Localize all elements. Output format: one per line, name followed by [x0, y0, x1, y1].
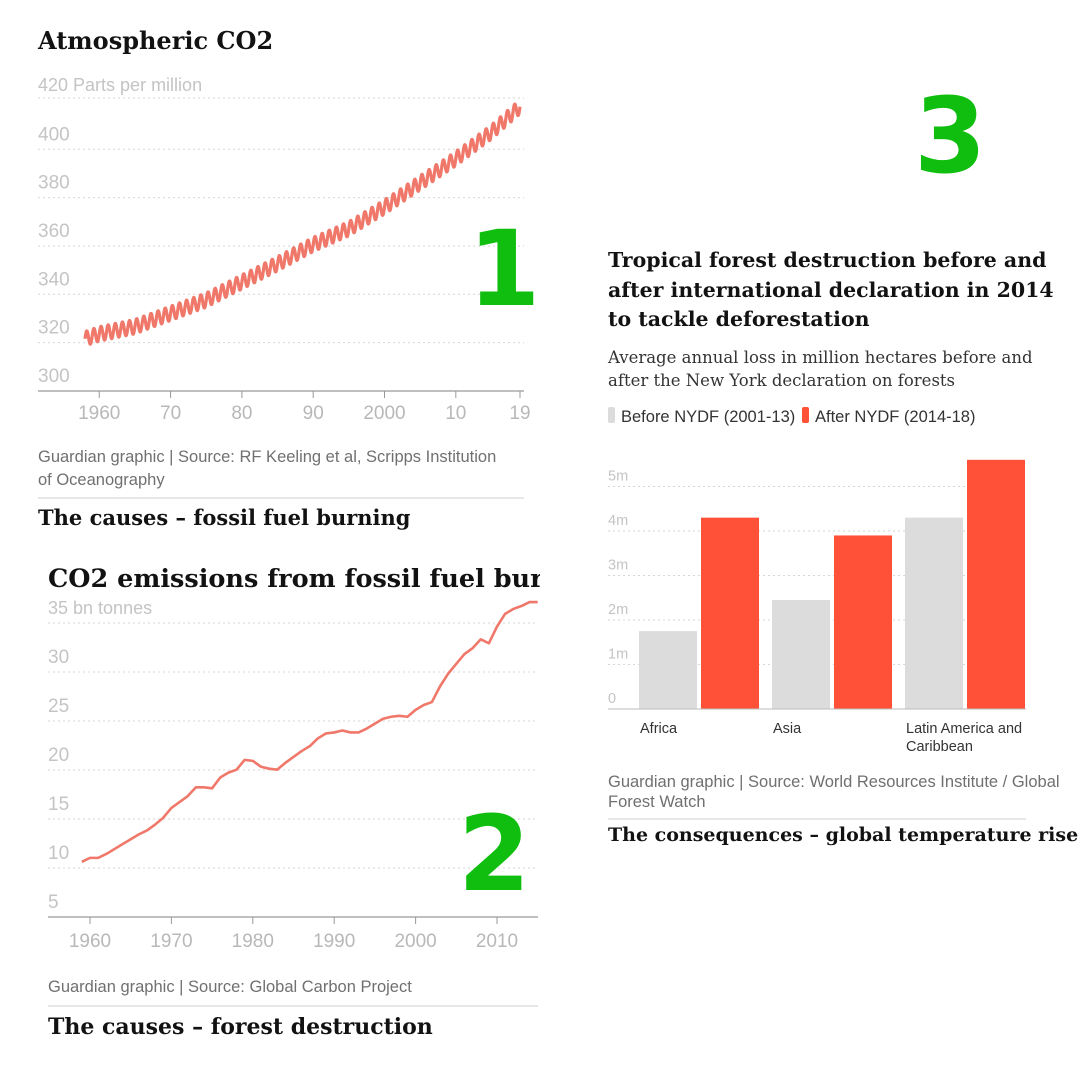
chart3-category-label: Latin America and	[906, 721, 1022, 737]
chart2-x-tick-label: 1960	[69, 931, 111, 952]
chart3-y-tick-label: 0	[608, 691, 616, 707]
chart-tropical-forest: Tropical forest destruction before and a…	[607, 248, 1078, 846]
chart1-gridlines	[38, 97, 524, 392]
chart3-y-tick-label: 5m	[608, 469, 628, 485]
chart2-title: CO2 emissions from fossil fuel burning	[48, 564, 608, 594]
chart3-bar-after-asia	[834, 535, 892, 709]
chart1-source-line1: Guardian graphic | Source: RF Keeling et…	[38, 448, 496, 466]
chart1-x-tick-label: 19	[509, 403, 530, 424]
chart1-y-tick-label: 300	[38, 366, 70, 387]
chart2-gridlines	[48, 622, 538, 869]
chart1-footer-caption: The causes – fossil fuel burning	[38, 505, 411, 530]
chart3-category-label: Caribbean	[906, 739, 973, 755]
chart3-title-line2: after international declaration in 2014	[608, 278, 1054, 302]
chart1-x-tick-label: 2000	[363, 403, 405, 424]
chart2-x-tick-label: 1990	[313, 931, 355, 952]
chart3-source-line1: Guardian graphic | Source: World Resourc…	[608, 773, 1060, 791]
chart3-category-label: Africa	[640, 721, 678, 737]
chart3-bars	[639, 459, 1025, 709]
chart1-x-tick-label: 1960	[78, 403, 120, 424]
chart3-legend-label-before: Before NYDF (2001-13)	[621, 408, 795, 426]
chart2-y-tick-label: 30	[48, 647, 69, 668]
chart1-x-tick-label: 80	[231, 403, 252, 424]
chart2-footer-caption: The causes – forest destruction	[48, 1014, 433, 1040]
panel-number-1: 1	[468, 208, 540, 330]
chart3-legend-swatch-before	[608, 407, 615, 423]
chart3-subtitle-line2: after the New York declaration on forest…	[608, 371, 955, 390]
chart2-y-tick-label: 25	[48, 696, 69, 717]
chart3-y-tick-label: 3m	[608, 558, 628, 574]
chart1-x-tick-label: 70	[160, 403, 181, 424]
chart1-source-line2: of Oceanography	[38, 471, 165, 489]
chart3-legend-swatch-after	[802, 407, 809, 423]
chart3-bar-after-africa	[701, 517, 759, 709]
chart2-x-tick-label: 2000	[394, 931, 436, 952]
chart3-title-line1: Tropical forest destruction before and	[608, 248, 1046, 272]
chart1-title: Atmospheric CO2	[37, 26, 273, 55]
chart3-legend-label-after: After NYDF (2014-18)	[815, 408, 975, 426]
chart2-y-tick-label: 20	[48, 745, 69, 766]
chart3-bar-before-africa	[639, 631, 697, 709]
chart3-source-line2: Forest Watch	[608, 793, 706, 811]
chart1-y-tick-label: 320	[38, 318, 70, 339]
chart-atmospheric-co2: Atmospheric CO2 420 Parts per million 40…	[37, 26, 531, 530]
chart2-source: Guardian graphic | Source: Global Carbon…	[48, 978, 412, 996]
chart3-y-tick-label: 2m	[608, 602, 628, 618]
chart1-y-tick-labels: 400 380 360 340 320 300	[38, 124, 70, 387]
chart3-bar-after-latin	[967, 459, 1025, 709]
chart1-y-tick-label: 340	[38, 269, 70, 290]
chart1-y-tick-label: 400	[38, 124, 70, 145]
chart3-category-labels: Africa Asia Latin America and Caribbean	[640, 721, 1022, 755]
chart1-y-tick-label: 380	[38, 173, 70, 194]
chart2-x-tick-label: 1970	[150, 931, 192, 952]
chart3-category-label: Asia	[773, 721, 802, 737]
chart-co2-emissions: CO2 emissions from fossil fuel burning 3…	[48, 564, 608, 1040]
chart3-bar-before-latin	[905, 517, 963, 709]
chart1-co2-series-line	[83, 102, 522, 346]
chart1-y-unit-label: 420 Parts per million	[38, 75, 202, 95]
chart3-bar-before-asia	[772, 599, 830, 709]
chart2-y-tick-labels: 30 25 20 15 10 5	[48, 647, 69, 913]
chart3-subtitle-line1: Average annual loss in million hectares …	[607, 348, 1033, 367]
chart3-title-line3: to tackle deforestation	[608, 307, 870, 331]
chart3-y-tick-labels: 5m 4m 3m 2m 1m 0	[608, 469, 628, 708]
chart3-footer-caption: The consequences – global temperature ri…	[608, 824, 1078, 846]
panel-number-2: 2	[458, 793, 530, 915]
chart3-y-tick-label: 4m	[608, 513, 628, 529]
chart2-y-tick-label: 5	[48, 892, 59, 913]
chart2-y-tick-label: 15	[48, 794, 69, 815]
chart2-y-tick-label: 10	[48, 843, 69, 864]
chart1-x-tick-label: 10	[445, 403, 466, 424]
chart1-x-ticks: 1960 70 80 90 2000 10 19	[78, 391, 531, 424]
panel-number-3: 3	[914, 75, 986, 197]
chart1-x-tick-label: 90	[303, 403, 324, 424]
chart2-x-ticks: 1960 1970 1980 1990 2000 2010	[69, 917, 518, 952]
chart3-y-tick-label: 1m	[608, 647, 628, 663]
chart2-x-tick-label: 1980	[232, 931, 274, 952]
chart2-y-unit-label: 35 bn tonnes	[48, 598, 152, 618]
chart2-x-tick-label: 2010	[476, 931, 518, 952]
chart1-y-tick-label: 360	[38, 221, 70, 242]
chart2-emissions-series-line	[81, 600, 538, 863]
